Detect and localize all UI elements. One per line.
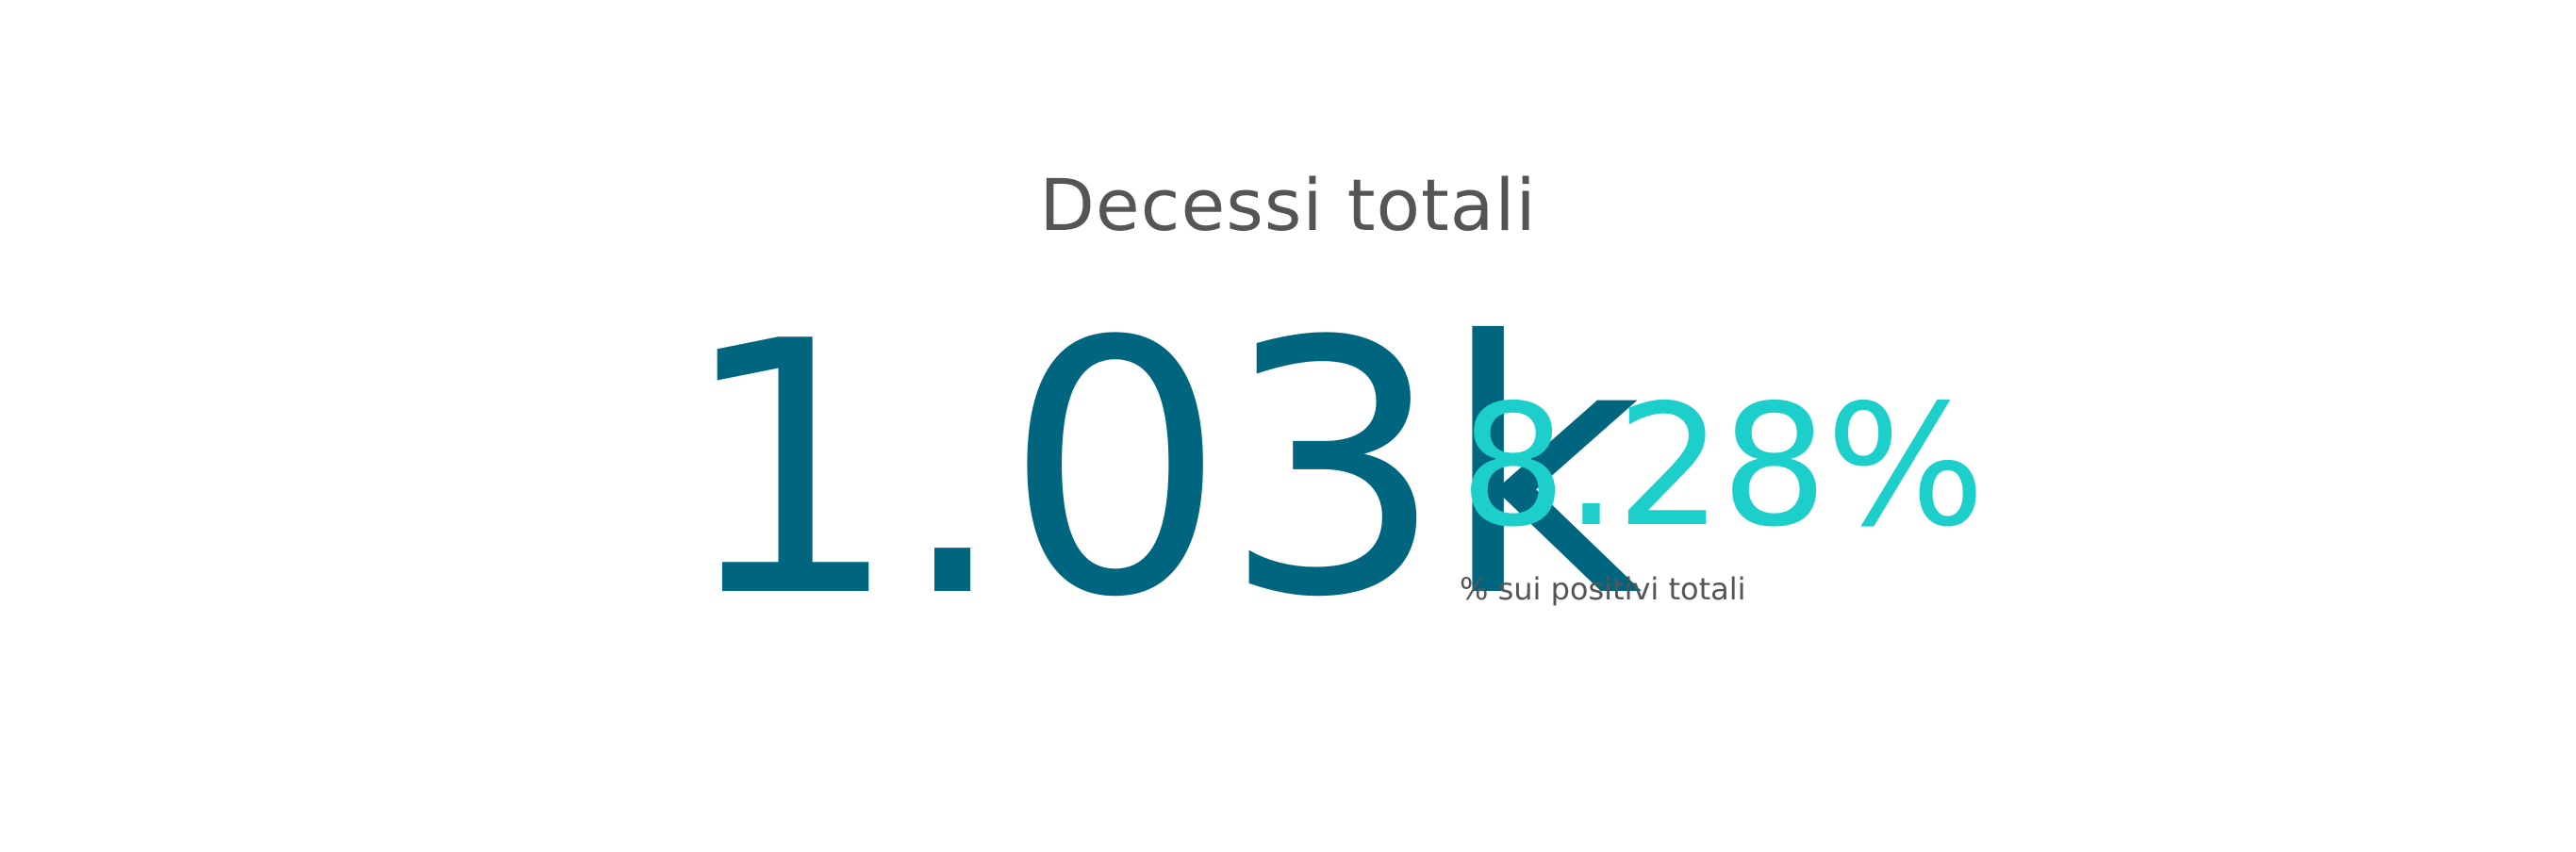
main-kpi-value: 1.03k (679, 269, 1643, 674)
secondary-kpi-caption: % sui positivi totali (1460, 571, 1746, 607)
secondary-kpi-value: 8.28% (1460, 369, 1985, 564)
secondary-kpi: 8.28% % sui positivi totali (1460, 369, 1985, 608)
card-title: Decessi totali (1039, 163, 1537, 247)
